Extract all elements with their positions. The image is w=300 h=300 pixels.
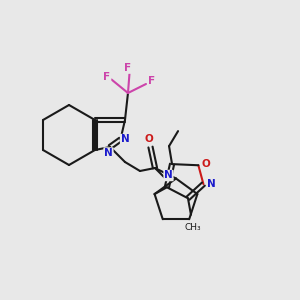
Text: N: N <box>121 134 129 145</box>
Text: CH₃: CH₃ <box>184 223 201 232</box>
Text: F: F <box>148 76 155 86</box>
Text: N: N <box>207 179 216 189</box>
Text: F: F <box>103 72 110 82</box>
Text: O: O <box>145 134 153 145</box>
Text: N: N <box>164 170 173 181</box>
Text: F: F <box>124 63 131 73</box>
Text: N: N <box>104 148 113 158</box>
Text: O: O <box>202 159 210 169</box>
